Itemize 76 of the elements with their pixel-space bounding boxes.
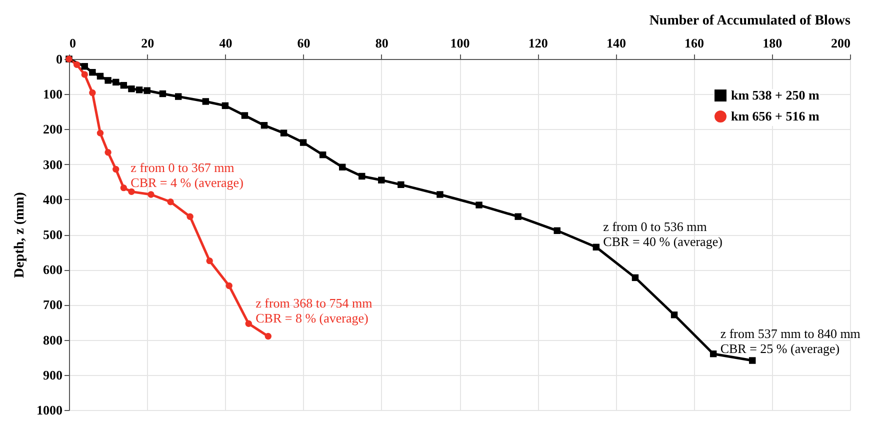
annotation: z from 0 to 367 mm CBR = 4 % (average): [130, 160, 244, 190]
point: [670, 312, 678, 318]
point: [476, 202, 482, 208]
point: [202, 98, 210, 105]
x-axis-title: Number of Accumulated of Blows: [649, 14, 852, 28]
point: [245, 320, 252, 327]
point: [186, 213, 194, 220]
point: [206, 257, 213, 264]
point: [159, 90, 166, 98]
y-tick-label: 0: [56, 52, 62, 66]
point: [300, 139, 307, 146]
y-tick-label: 300: [43, 156, 62, 172]
point: [128, 85, 135, 92]
x-tick-label: 140: [606, 36, 626, 50]
x-tick-label: 200: [831, 36, 850, 50]
point: [112, 78, 120, 86]
x-tick-label: 0: [70, 36, 76, 50]
x-tick-label: 80: [375, 36, 388, 50]
point: [73, 61, 80, 68]
y-tick-label: 800: [43, 332, 62, 348]
x-tick-label: 160: [684, 36, 704, 50]
annotation: z from 0 to 536 mm CBR = 40 % (average): [603, 219, 722, 250]
point: [514, 213, 522, 220]
point: [120, 184, 128, 192]
point: [264, 332, 272, 340]
x-tick-label: 40: [219, 36, 232, 50]
point: [89, 89, 96, 96]
point: [96, 72, 104, 80]
point: [144, 87, 150, 94]
y-axis-title: Depth, z (mm): [12, 192, 28, 278]
annotation: z from 368 to 754 mm CBR = 8 % (average): [256, 296, 372, 326]
y-tick-label: 600: [43, 262, 62, 278]
y-tick-label: 200: [43, 122, 62, 137]
point: [280, 130, 288, 136]
point: [136, 86, 143, 94]
point: [241, 112, 248, 119]
point: [222, 102, 229, 110]
x-tick-label: 20: [141, 36, 154, 50]
point: [260, 122, 268, 129]
point: [104, 77, 112, 84]
point: [632, 274, 639, 282]
point: [592, 244, 600, 250]
point: [96, 130, 104, 136]
point: [319, 151, 326, 158]
x-tick-label: 100: [450, 36, 470, 50]
y-tick-label: 500: [43, 227, 62, 242]
annotation: z from 537 mm to 840 mm CBR = 25 % (average): [720, 326, 860, 356]
point: [104, 149, 112, 156]
point: [338, 164, 346, 170]
point: [120, 82, 128, 89]
x-tick-label: 180: [762, 36, 782, 50]
legend-label: km 656 + 516 m: [731, 108, 820, 124]
point: [378, 176, 385, 184]
point: [112, 166, 120, 173]
point: [436, 191, 444, 198]
point: [81, 71, 88, 78]
y-tick-label: 900: [43, 367, 62, 382]
y-tick-label: 1000: [36, 402, 62, 418]
point: [710, 350, 717, 358]
point: [128, 188, 135, 196]
point: [174, 93, 182, 100]
y-tick-label: 100: [43, 86, 62, 102]
point: [226, 282, 232, 290]
point: [358, 172, 366, 180]
y-tick-label: 400: [43, 192, 62, 207]
point: [148, 191, 154, 198]
point: [554, 227, 560, 234]
point: [749, 357, 756, 364]
point: [81, 63, 88, 70]
legend-label: km 538 + 250 m: [731, 88, 820, 102]
x-tick-label: 120: [528, 36, 548, 50]
point: [89, 68, 96, 76]
y-tick-label: 700: [43, 297, 62, 312]
point: [167, 198, 174, 206]
x-tick-label: 60: [297, 36, 310, 50]
point: [398, 181, 404, 188]
